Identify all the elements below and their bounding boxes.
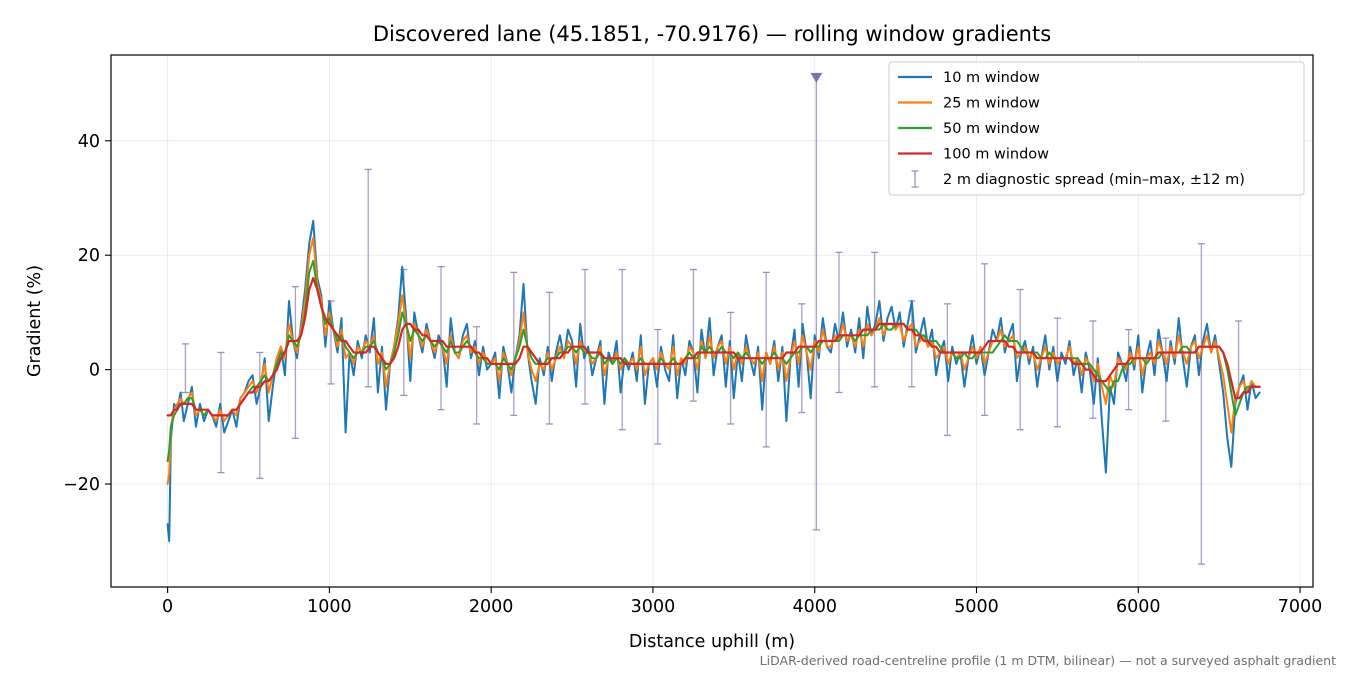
legend-label: 50 m window	[943, 121, 1040, 137]
spread-errorbar	[810, 72, 823, 531]
x-axis-label: Distance uphill (m)	[629, 632, 795, 652]
y-axis-label: Gradient (%)	[25, 265, 45, 377]
spread-errorbar	[291, 286, 299, 439]
y-tick-label: 20	[78, 246, 100, 266]
footnote: LiDAR-derived road-centreline profile (1…	[760, 653, 1336, 668]
spread-errorbar	[871, 251, 879, 388]
legend-items: 10 m window 25 m window 50 m window 100 m w…	[898, 70, 1245, 188]
legend: 10 m window 25 m window 50 m window 100 m w…	[888, 61, 1305, 196]
spread-clip-marker	[810, 72, 823, 83]
tick-layer: 0 1000 2000 3000 4000 5000 6000 7000 −20 0 20 40	[63, 132, 1322, 617]
spread-errorbar	[618, 268, 626, 431]
x-tick-label: 2000	[469, 597, 514, 617]
x-tick-label: 5000	[954, 597, 999, 617]
x-tick-label: 7000	[1278, 597, 1323, 617]
spread-errorbar	[798, 303, 806, 414]
legend-item: 2 m diagnostic spread (min–max, ±12 m)	[911, 170, 1245, 188]
x-tick-label: 3000	[631, 597, 676, 617]
spread-errorbar	[256, 351, 264, 479]
legend-box	[888, 61, 1305, 196]
legend-item: 50 m window	[898, 121, 1040, 137]
legend-label: 10 m window	[943, 70, 1040, 86]
spread-errorbar	[1197, 243, 1205, 565]
spread-errorbar	[835, 251, 843, 394]
legend-label: 25 m window	[943, 96, 1040, 112]
x-tick-label: 6000	[1116, 597, 1161, 617]
y-tick-label: −20	[63, 475, 100, 495]
legend-item: 25 m window	[898, 96, 1040, 112]
spread-errorbar	[473, 326, 481, 425]
spread-errorbar	[1125, 328, 1133, 411]
chart-title: Discovered lane (45.1851, -70.9176) — ro…	[373, 22, 1051, 46]
legend-item: 100 m window	[898, 147, 1049, 163]
series-line-100-m-window	[166, 277, 1261, 417]
y-tick-label: 40	[78, 132, 100, 152]
x-tick-label: 1000	[307, 597, 352, 617]
legend-label: 2 m diagnostic spread (min–max, ±12 m)	[943, 172, 1245, 188]
legend-label: 100 m window	[943, 147, 1049, 163]
series-line-50-m-window	[166, 259, 1261, 463]
y-tick-label: 0	[89, 361, 100, 381]
series-layer	[166, 219, 1261, 543]
spread-errorbar	[727, 311, 735, 425]
spread-errorbar	[181, 343, 189, 394]
spread-errorbar	[581, 268, 589, 405]
legend-item: 10 m window	[898, 70, 1040, 86]
plot-frame	[110, 54, 1314, 588]
x-tick-label: 0	[162, 597, 173, 617]
x-tick-label: 4000	[792, 597, 837, 617]
spread-errorbar	[689, 268, 697, 402]
spread-errorbar	[437, 266, 445, 411]
spread-errorbar	[510, 271, 518, 417]
spread-errorbar	[981, 263, 989, 417]
spread-errorbar	[1053, 317, 1061, 428]
